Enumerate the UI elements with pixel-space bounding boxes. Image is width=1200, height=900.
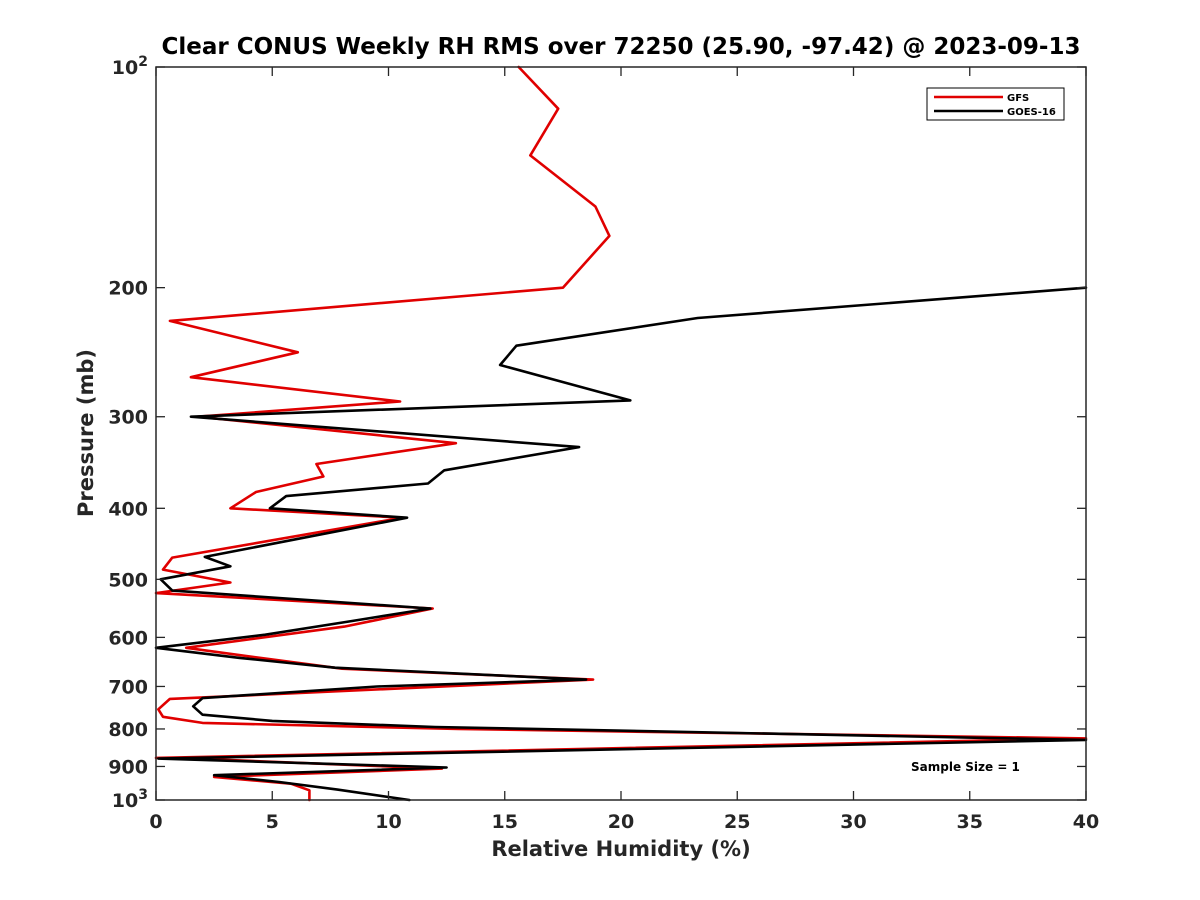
y-axis-label: Pressure (mb) <box>74 349 98 517</box>
series-layer <box>154 65 1088 802</box>
legend: GFS GOES-16 <box>926 87 1065 121</box>
y-tick-label: 600 <box>108 627 148 649</box>
y-tick-label: 500 <box>108 569 148 591</box>
x-tick-label: 5 <box>266 811 279 833</box>
x-tick-label: 35 <box>957 811 983 833</box>
legend-label-gfs: GFS <box>1007 93 1029 104</box>
series-line-goes16 <box>154 286 1088 802</box>
legend-box <box>926 87 1065 121</box>
legend-label-goes16: GOES-16 <box>1007 107 1056 118</box>
y-tick-label: 700 <box>108 676 148 698</box>
x-tick-label: 20 <box>608 811 634 833</box>
chart-title: Clear CONUS Weekly RH RMS over 72250 (25… <box>162 34 1081 60</box>
tick-layer: 0 5 10 15 20 25 30 35 40 102 200 300 400 500 600 700 800… <box>108 54 1099 833</box>
x-tick-label: 10 <box>375 811 401 833</box>
x-tick-label: 0 <box>149 811 162 833</box>
x-tick-label: 25 <box>724 811 750 833</box>
x-tick-label: 40 <box>1073 811 1099 833</box>
sample-size-annotation: Sample Size = 1 <box>911 760 1020 774</box>
y-tick-label: 400 <box>108 498 148 520</box>
y-tick-label: 300 <box>108 407 148 429</box>
y-tick-label: 103 <box>112 787 148 812</box>
y-tick-label: 800 <box>108 719 148 741</box>
y-tick-label: 900 <box>108 756 148 778</box>
x-tick-label: 30 <box>840 811 866 833</box>
x-axis-label: Relative Humidity (%) <box>491 837 750 861</box>
y-tick-label: 102 <box>112 54 148 79</box>
y-tick-label: 200 <box>108 278 148 300</box>
x-tick-label: 15 <box>492 811 518 833</box>
